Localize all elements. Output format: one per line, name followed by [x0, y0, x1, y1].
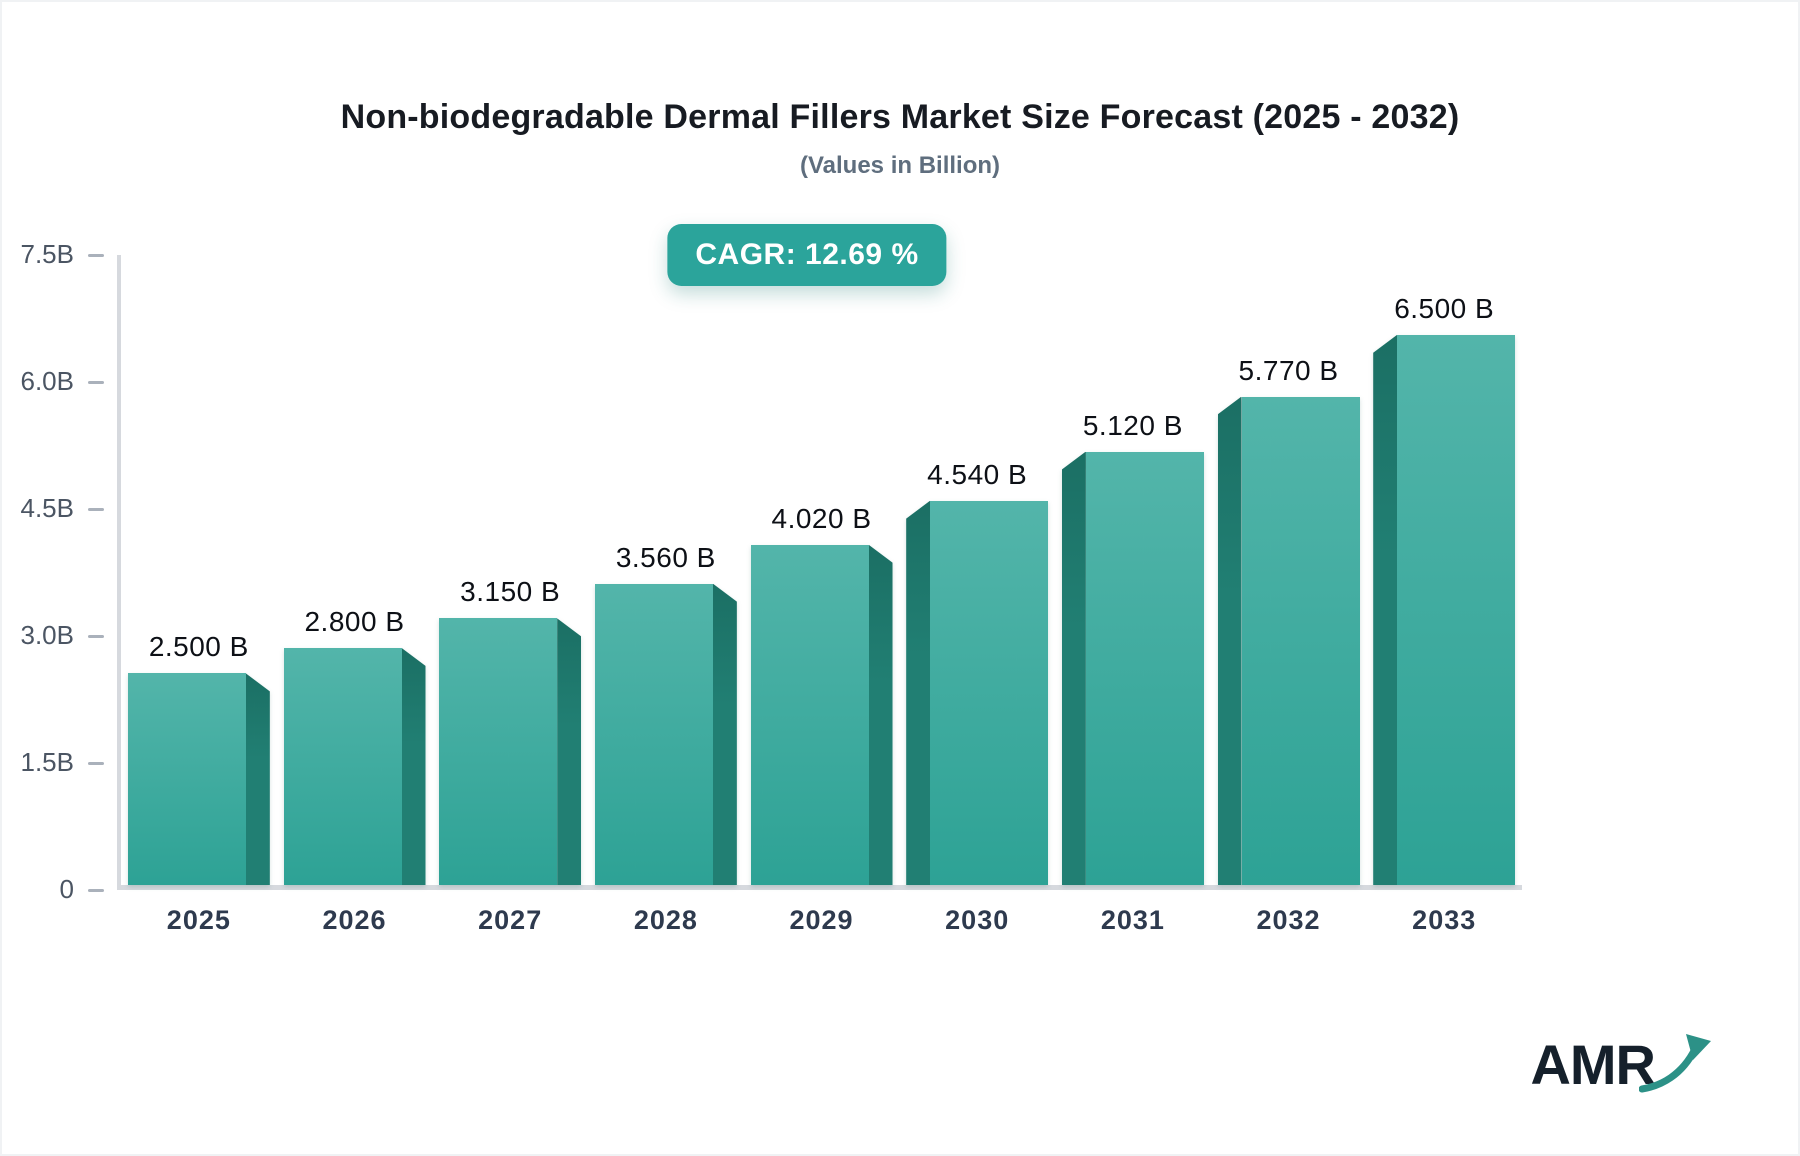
bar-value-label: 5.120 B [1082, 409, 1183, 441]
bar-side [712, 583, 737, 885]
chart-title: Non-biodegradable Dermal Fillers Market … [340, 98, 1460, 136]
cagr-badge: CAGR: 12.69 % [667, 224, 947, 286]
bar-group-2033: 6.500 B [1366, 255, 1522, 885]
bar-side [868, 544, 893, 885]
y-tick-mark [88, 635, 104, 638]
bar-group-2029: 4.020 B [744, 255, 900, 885]
y-tick-mark [88, 762, 104, 765]
bar-face [930, 500, 1049, 885]
bar-2027[interactable] [439, 618, 582, 885]
bar-face [594, 583, 713, 885]
y-axis-ticks: 7.5B 6.0B 4.5B 3.0B 1.5B 0 [2, 239, 117, 904]
bar-2028[interactable] [594, 583, 737, 885]
brand-logo: AMR [1530, 1033, 1713, 1102]
bar-2030[interactable] [906, 500, 1049, 885]
bar-value-label: 5.770 B [1238, 354, 1339, 386]
y-tick-label: 0 [59, 874, 74, 904]
bar-group-2031: 5.120 B [1055, 255, 1211, 885]
y-tick-label: 3.0B [20, 620, 75, 650]
bar-face [1397, 334, 1516, 885]
bar-side [557, 618, 582, 885]
bar-group-2028: 3.560 B [588, 255, 744, 885]
trend-up-arrow-icon [1638, 1031, 1713, 1102]
bar-face [1085, 451, 1204, 885]
bar-2025[interactable] [127, 673, 270, 885]
plot-area: 2.500 B 2.800 B 3.150 B 3.560 B 4.020 B 4.540… [117, 255, 1522, 935]
y-tick-label: 4.5B [20, 493, 75, 523]
bar-value-label: 4.540 B [927, 458, 1028, 490]
bar-side [1373, 334, 1398, 885]
bar-group-2026: 2.800 B [277, 255, 433, 885]
x-axis-label: 2030 [945, 905, 1010, 935]
bar-value-label: 3.150 B [460, 576, 561, 608]
bar-side [401, 647, 426, 885]
bar-side [245, 673, 270, 885]
x-axis-label: 2028 [633, 905, 698, 935]
bar-value-label: 2.800 B [304, 605, 405, 637]
y-tick-label: 1.5B [20, 747, 75, 777]
x-axis-label: 2027 [478, 905, 543, 935]
bar-face [1241, 396, 1360, 885]
bar-value-label: 4.020 B [771, 502, 872, 534]
y-tick-label: 7.5B [20, 239, 75, 269]
bar-2026[interactable] [283, 647, 426, 885]
bar-2031[interactable] [1061, 451, 1204, 885]
x-axis-label: 2032 [1256, 905, 1321, 935]
bar-value-label: 3.560 B [615, 541, 716, 573]
bar-group-2032: 5.770 B [1211, 255, 1367, 885]
bar-side [1217, 396, 1242, 885]
bar-group-2027: 3.150 B [432, 255, 588, 885]
x-axis-label: 2031 [1100, 905, 1165, 935]
bar-value-label: 2.500 B [148, 631, 249, 663]
bar-2029[interactable] [750, 544, 893, 885]
bar-face [750, 544, 869, 885]
bar-2033[interactable] [1373, 334, 1516, 885]
bar-2032[interactable] [1217, 396, 1360, 885]
bar-side [906, 500, 931, 885]
y-tick-mark [88, 508, 104, 511]
bar-side [1061, 451, 1086, 885]
bar-face [127, 673, 246, 885]
chart-subtitle: (Values in Billion) [799, 152, 1001, 179]
x-axis-label: 2026 [322, 905, 387, 935]
x-axis-label: 2029 [789, 905, 854, 935]
y-tick-label: 6.0B [20, 366, 75, 396]
brand-logo-text: AMR [1530, 1033, 1656, 1096]
bar-face [283, 647, 402, 885]
bar-face [439, 618, 558, 885]
bar-group-2025: 2.500 B [121, 255, 277, 885]
y-tick-mark [88, 889, 104, 892]
bar-group-2030: 4.540 B [899, 255, 1055, 885]
x-axis-label: 2033 [1412, 905, 1477, 935]
x-axis-label: 2025 [166, 905, 231, 935]
bars-row: 2.500 B 2.800 B 3.150 B 3.560 B 4.020 B 4.540… [121, 255, 1522, 885]
y-tick-mark [88, 254, 104, 257]
y-tick-mark [88, 381, 104, 384]
bar-value-label: 6.500 B [1394, 292, 1495, 324]
x-axis-labels: 2025 2026 2027 2028 2029 2030 2031 2032 2033 [121, 905, 1522, 936]
